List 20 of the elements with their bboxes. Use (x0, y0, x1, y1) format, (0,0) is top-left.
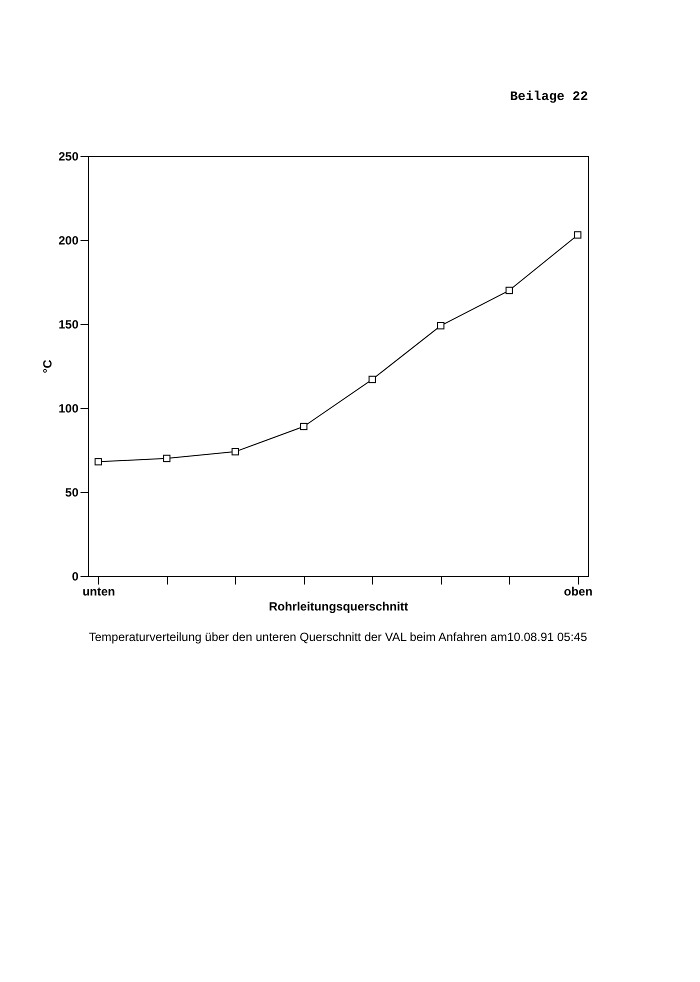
point (300, 422, 308, 430)
point (506, 286, 513, 294)
y-tick-label: 100 (58, 402, 79, 416)
point (574, 231, 582, 239)
point (437, 322, 444, 330)
y-tick-label: 50 (65, 486, 79, 500)
point (163, 454, 170, 462)
y-tick-label: 200 (58, 234, 79, 248)
x-axis-title: Rohrleitungsquerschnitt (268, 600, 408, 614)
text: Temperaturverteilung über den unteren Querschnitt der VAL beim Anfahren am10.08.91 05:45 (88, 630, 588, 644)
y-tick-label: 0 (72, 570, 79, 584)
y-tick-label: 150 (58, 318, 79, 332)
x-tick-label: oben (564, 584, 593, 598)
y-tick-label: 250 (58, 150, 79, 164)
x-tick-label: unten (82, 584, 116, 598)
point (94, 458, 102, 466)
point (232, 448, 239, 456)
point (368, 376, 376, 384)
text: Beilage 22 (510, 89, 588, 104)
y-axis-title: °C (40, 359, 54, 374)
